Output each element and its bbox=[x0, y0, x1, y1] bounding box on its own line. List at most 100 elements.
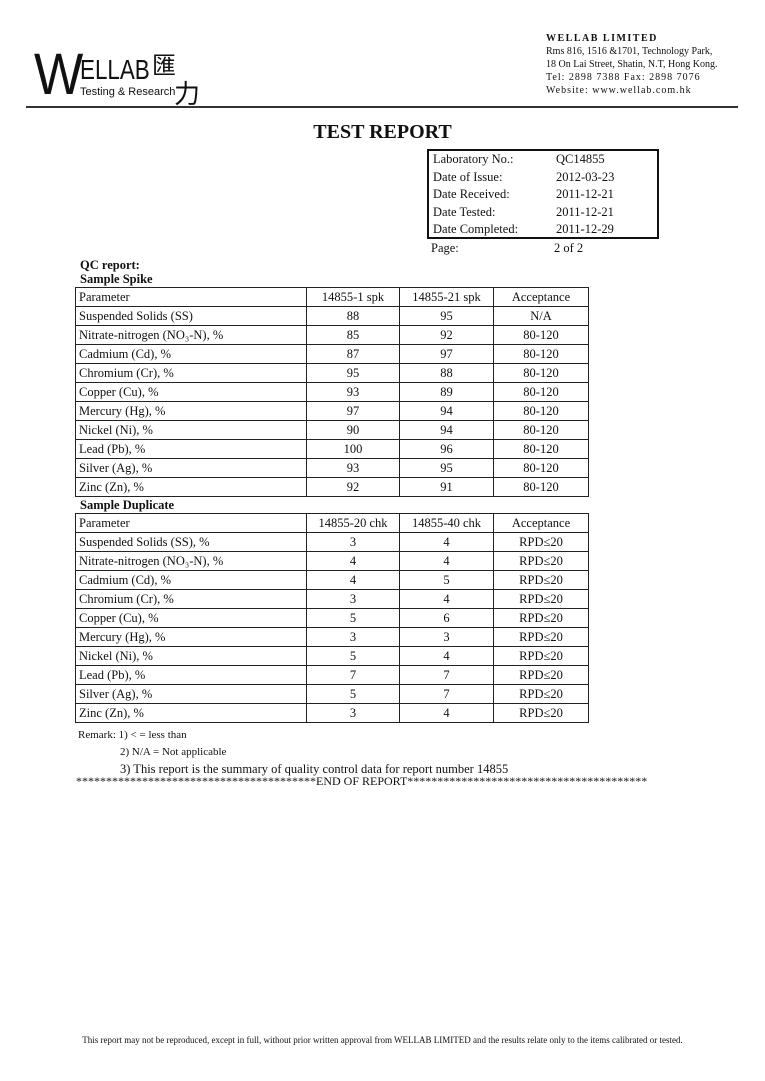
parameter-cell: Nickel (Ni), % bbox=[75, 420, 307, 440]
table-row: Nickel (Ni), % 90 94 80-120 bbox=[75, 420, 589, 440]
value-cell: RPD≤20 bbox=[493, 627, 589, 647]
info-label: Date Tested: bbox=[433, 204, 496, 219]
parameter-cell: Cadmium (Cd), % bbox=[75, 344, 307, 364]
value-cell: RPD≤20 bbox=[493, 665, 589, 685]
value-cell: 87 bbox=[306, 344, 400, 364]
parameter-cell: Nitrate-nitrogen (NO₃-N), % bbox=[75, 551, 307, 571]
report-info-box: Laboratory No.: QC14855 Date of Issue: 2012… bbox=[427, 149, 659, 239]
value-cell: 7 bbox=[306, 665, 400, 685]
sample-duplicate-table: Parameter 14855-20 chk 14855-40 chk Accepta… bbox=[75, 513, 589, 723]
sample-spike-label: Sample Spike bbox=[80, 272, 153, 286]
page-number: Page: 2 of 2 bbox=[431, 241, 583, 256]
value-cell: 96 bbox=[399, 439, 494, 459]
info-value: 2011-12-29 bbox=[556, 222, 614, 236]
info-row: Date of Issue: 2012-03-23 bbox=[429, 169, 657, 187]
value-cell: 7 bbox=[399, 665, 494, 685]
logo-letter: W bbox=[34, 42, 84, 107]
value-cell: Acceptance bbox=[493, 287, 589, 307]
value-cell: 5 bbox=[306, 646, 400, 666]
end-of-report: ****************************************… bbox=[76, 774, 648, 788]
table-row: Silver (Ag), % 93 95 80-120 bbox=[75, 458, 589, 478]
value-cell: 14855-20 chk bbox=[306, 513, 400, 533]
parameter-cell: Parameter bbox=[75, 287, 307, 307]
table-row: Lead (Pb), % 100 96 80-120 bbox=[75, 439, 589, 459]
value-cell: 80-120 bbox=[493, 420, 589, 440]
value-cell: 3 bbox=[306, 627, 400, 647]
page-label: Page: bbox=[431, 241, 459, 255]
company-address: WELLAB LIMITED Rms 816, 1516 &1701, Tech… bbox=[546, 32, 717, 97]
table-row: Mercury (Hg), % 97 94 80-120 bbox=[75, 401, 589, 421]
parameter-cell: Mercury (Hg), % bbox=[75, 627, 307, 647]
table-row: Nickel (Ni), % 5 4 RPD≤20 bbox=[75, 646, 589, 666]
qc-report-label: QC report: bbox=[80, 258, 140, 272]
info-row: Laboratory No.: QC14855 bbox=[429, 151, 657, 169]
page-value: 2 of 2 bbox=[554, 241, 584, 255]
value-cell: 4 bbox=[399, 589, 494, 609]
info-row: Date Completed: 2011-12-29 bbox=[429, 221, 657, 239]
value-cell: 6 bbox=[399, 608, 494, 628]
value-cell: 92 bbox=[399, 325, 494, 345]
parameter-cell: Silver (Ag), % bbox=[75, 458, 307, 478]
value-cell: RPD≤20 bbox=[493, 646, 589, 666]
table-row: Nitrate-nitrogen (NO₃-N), % 4 4 RPD≤20 bbox=[75, 551, 589, 571]
footer-disclaimer: This report may not be reproduced, excep… bbox=[82, 1035, 683, 1045]
table-row: Suspended Solids (SS), % 3 4 RPD≤20 bbox=[75, 532, 589, 552]
value-cell: 14855-1 spk bbox=[306, 287, 400, 307]
value-cell: 4 bbox=[399, 551, 494, 571]
table-row: Suspended Solids (SS) 88 95 N/A bbox=[75, 306, 589, 326]
value-cell: 93 bbox=[306, 458, 400, 478]
parameter-cell: Nickel (Ni), % bbox=[75, 646, 307, 666]
parameter-cell: Copper (Cu), % bbox=[75, 382, 307, 402]
table-row: Cadmium (Cd), % 87 97 80-120 bbox=[75, 344, 589, 364]
value-cell: RPD≤20 bbox=[493, 570, 589, 590]
value-cell: 88 bbox=[399, 363, 494, 383]
value-cell: 80-120 bbox=[493, 344, 589, 364]
value-cell: 95 bbox=[306, 363, 400, 383]
value-cell: 80-120 bbox=[493, 401, 589, 421]
value-cell: 97 bbox=[306, 401, 400, 421]
table-row: Lead (Pb), % 7 7 RPD≤20 bbox=[75, 665, 589, 685]
page-title: TEST REPORT bbox=[313, 121, 452, 143]
table-row: Zinc (Zn), % 92 91 80-120 bbox=[75, 477, 589, 497]
value-cell: 80-120 bbox=[493, 458, 589, 478]
table-row: Chromium (Cr), % 3 4 RPD≤20 bbox=[75, 589, 589, 609]
table-row: Copper (Cu), % 5 6 RPD≤20 bbox=[75, 608, 589, 628]
remark-1: Remark: 1) < = less than bbox=[78, 729, 187, 741]
info-value: 2011-12-21 bbox=[556, 204, 614, 219]
address-line-2: 18 On Lai Street, Shatin, N.T, Hong Kong… bbox=[546, 59, 718, 70]
logo-name: ELLAB bbox=[80, 54, 150, 85]
value-cell: 94 bbox=[399, 420, 494, 440]
parameter-cell: Zinc (Zn), % bbox=[75, 477, 307, 497]
table-row: Silver (Ag), % 5 7 RPD≤20 bbox=[75, 684, 589, 704]
info-value: QC14855 bbox=[556, 152, 605, 166]
value-cell: 88 bbox=[306, 306, 400, 326]
logo-subtitle: Testing & Research bbox=[80, 86, 176, 98]
value-cell: 3 bbox=[306, 703, 400, 723]
website: Website: www.wellab.com.hk bbox=[546, 85, 692, 96]
parameter-cell: Parameter bbox=[75, 513, 307, 533]
sample-spike-table: Parameter 14855-1 spk 14855-21 spk Acceptan… bbox=[75, 287, 589, 497]
value-cell: 3 bbox=[306, 532, 400, 552]
value-cell: RPD≤20 bbox=[493, 684, 589, 704]
parameter-cell: Zinc (Zn), % bbox=[75, 703, 307, 723]
value-cell: 92 bbox=[306, 477, 400, 497]
value-cell: 4 bbox=[399, 703, 494, 723]
value-cell: 80-120 bbox=[493, 363, 589, 383]
table-row: Mercury (Hg), % 3 3 RPD≤20 bbox=[75, 627, 589, 647]
value-cell: 5 bbox=[306, 608, 400, 628]
info-value: 2011-12-21 bbox=[556, 187, 614, 201]
value-cell: 7 bbox=[399, 684, 494, 704]
value-cell: 91 bbox=[399, 477, 494, 497]
table-row: Copper (Cu), % 93 89 80-120 bbox=[75, 382, 589, 402]
value-cell: 5 bbox=[306, 684, 400, 704]
remark-2: 2) N/A = Not applicable bbox=[120, 746, 227, 758]
parameter-cell: Lead (Pb), % bbox=[75, 439, 307, 459]
value-cell: 80-120 bbox=[493, 382, 589, 402]
value-cell: 85 bbox=[306, 325, 400, 345]
logo-chinese: 匯 bbox=[152, 54, 176, 80]
logo-chinese-2: 力 bbox=[174, 80, 201, 109]
remark-3: 3) This report is the summary of quality… bbox=[120, 762, 509, 776]
sample-duplicate-label: Sample Duplicate bbox=[80, 498, 175, 512]
value-cell: 80-120 bbox=[493, 325, 589, 345]
value-cell: 3 bbox=[306, 589, 400, 609]
